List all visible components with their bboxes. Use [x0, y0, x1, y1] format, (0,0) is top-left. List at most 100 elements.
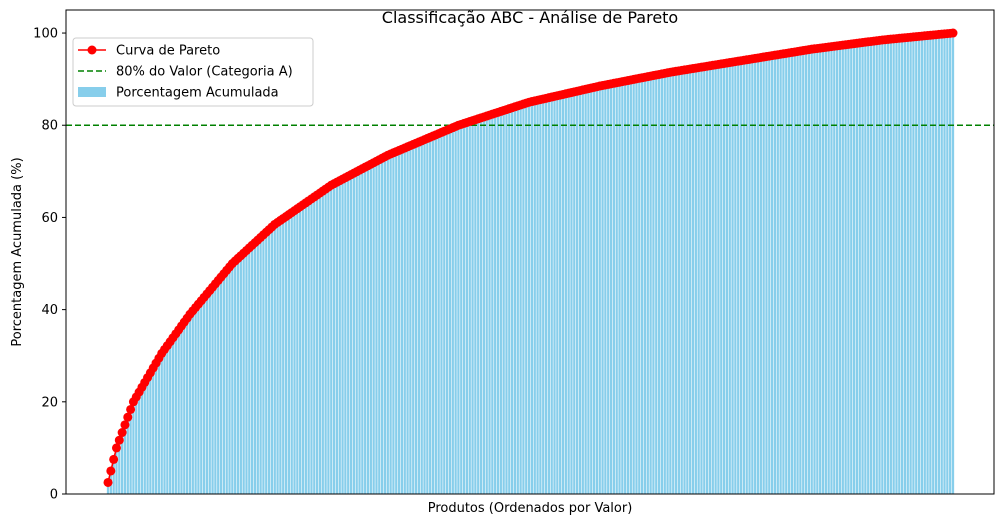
bar — [635, 78, 638, 495]
bar — [892, 38, 895, 495]
bar — [508, 108, 511, 494]
bars-group — [106, 33, 955, 495]
bar — [875, 40, 878, 494]
bar — [287, 214, 290, 495]
bar — [146, 377, 149, 494]
bar — [867, 41, 870, 495]
bar — [143, 382, 146, 494]
bar — [725, 63, 729, 494]
bar — [759, 57, 762, 494]
bar — [787, 52, 791, 495]
bar — [332, 183, 336, 494]
bar — [211, 287, 214, 494]
bar — [816, 48, 819, 494]
bar — [479, 117, 483, 495]
plot-frame — [65, 9, 995, 495]
bar — [909, 37, 912, 494]
bar — [901, 38, 904, 494]
bar — [383, 156, 387, 494]
bar — [926, 35, 929, 494]
bar — [234, 260, 237, 494]
bar — [200, 300, 203, 494]
bar — [330, 185, 333, 494]
bar — [561, 94, 565, 494]
bar — [773, 55, 777, 495]
bar — [881, 39, 884, 495]
bar — [202, 297, 206, 494]
bar — [550, 97, 553, 494]
y-tick-label: 40 — [41, 303, 58, 318]
bar — [762, 57, 765, 495]
bar — [694, 68, 697, 494]
bar — [414, 143, 418, 494]
bar — [369, 164, 372, 494]
bar — [205, 293, 209, 494]
bar — [932, 34, 935, 494]
bar — [615, 82, 618, 495]
bar — [626, 80, 630, 494]
bar — [655, 74, 658, 495]
y-tick-label: 80 — [41, 119, 58, 134]
bar — [516, 105, 519, 494]
bar — [375, 161, 378, 494]
bar — [502, 110, 505, 495]
bar — [841, 45, 844, 495]
bar — [587, 88, 590, 494]
bar — [188, 314, 192, 494]
bar — [465, 122, 469, 494]
bar — [734, 61, 737, 494]
bar — [861, 42, 864, 494]
bar — [530, 101, 534, 495]
bar — [429, 137, 432, 494]
bar — [273, 224, 276, 494]
bar — [183, 322, 186, 494]
pareto-point — [109, 454, 119, 464]
bar — [494, 113, 497, 494]
bar — [949, 33, 952, 494]
bar — [570, 92, 573, 494]
bar — [576, 91, 579, 494]
bar — [149, 372, 152, 494]
bar — [307, 200, 310, 494]
bar — [638, 78, 641, 494]
bar — [251, 245, 254, 494]
bar — [706, 66, 709, 495]
bar — [703, 66, 706, 494]
bar — [951, 33, 955, 495]
y-axis-title: Porcentagem Acumulada (%) — [10, 157, 25, 346]
bar — [527, 102, 531, 494]
bar — [889, 39, 892, 494]
bar — [737, 61, 740, 495]
bar — [847, 44, 850, 494]
bar — [943, 33, 946, 494]
bar — [573, 91, 576, 495]
bar — [632, 79, 635, 495]
bar — [386, 155, 389, 494]
bar — [381, 158, 384, 494]
bar — [912, 36, 915, 495]
bar — [768, 56, 771, 494]
bar — [462, 123, 466, 494]
bar — [180, 325, 183, 494]
bar — [821, 47, 825, 495]
bar — [256, 240, 259, 494]
bar — [906, 37, 909, 494]
bar — [595, 86, 599, 494]
bar — [437, 133, 440, 494]
bar — [669, 72, 672, 494]
bar — [629, 79, 632, 494]
y-axis: 0 20 40 60 80 100 — [33, 27, 66, 503]
bar — [341, 179, 344, 495]
bar — [686, 69, 689, 495]
bar — [434, 134, 437, 494]
bar — [652, 75, 655, 495]
bar — [219, 277, 223, 494]
bar — [519, 104, 522, 495]
bar — [646, 76, 649, 495]
bar — [813, 48, 816, 495]
bar — [793, 51, 796, 494]
bar — [649, 76, 652, 494]
bar — [799, 51, 802, 495]
bar — [160, 353, 163, 494]
bar — [392, 152, 395, 495]
